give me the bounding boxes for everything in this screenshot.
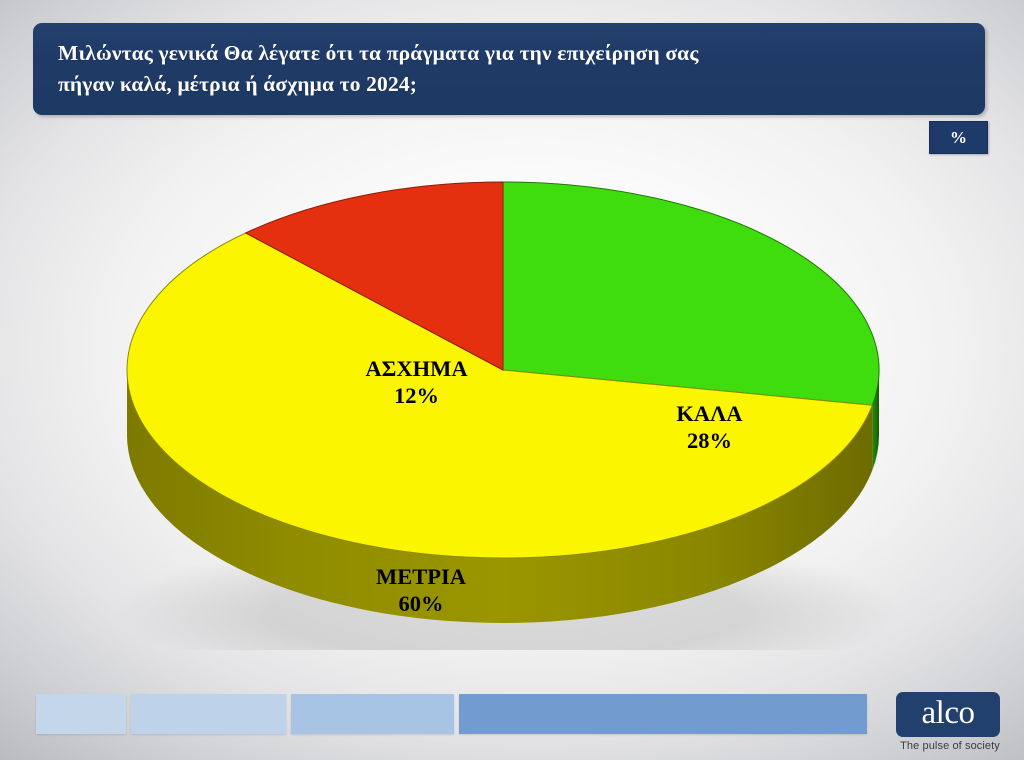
- pie-chart: ΑΣΧΗΜΑ 12% ΚΑΛΑ 28% ΜΕΤΡΙΑ 60%: [0, 150, 1024, 650]
- pie-chart-svg: [116, 181, 900, 650]
- percent-unit-label: %: [950, 127, 967, 147]
- percent-unit-badge: %: [929, 121, 988, 154]
- alco-logo: alco: [896, 692, 1000, 737]
- page-title: Μιλώντας γενικά Θα λέγατε ότι τα πράγματ…: [58, 41, 699, 97]
- pie-slice-ασχημα: [244, 181, 504, 371]
- alco-logo-tagline: The pulse of society: [900, 740, 1000, 752]
- footer-bar-2: [131, 694, 286, 734]
- footer-bar-4: [459, 694, 867, 734]
- alco-logo-text: alco: [921, 695, 975, 731]
- footer-bar-1: [36, 694, 126, 734]
- pie-slice-καλα: [502, 181, 880, 406]
- pie-side-wall-καλα: [872, 370, 879, 471]
- pie-side-wall-μετρια: [127, 370, 873, 623]
- title-banner: Μιλώντας γενικά Θα λέγατε ότι τα πράγματ…: [33, 23, 985, 115]
- footer-bar-3: [291, 694, 454, 734]
- pie-slice-μετρια: [126, 232, 874, 559]
